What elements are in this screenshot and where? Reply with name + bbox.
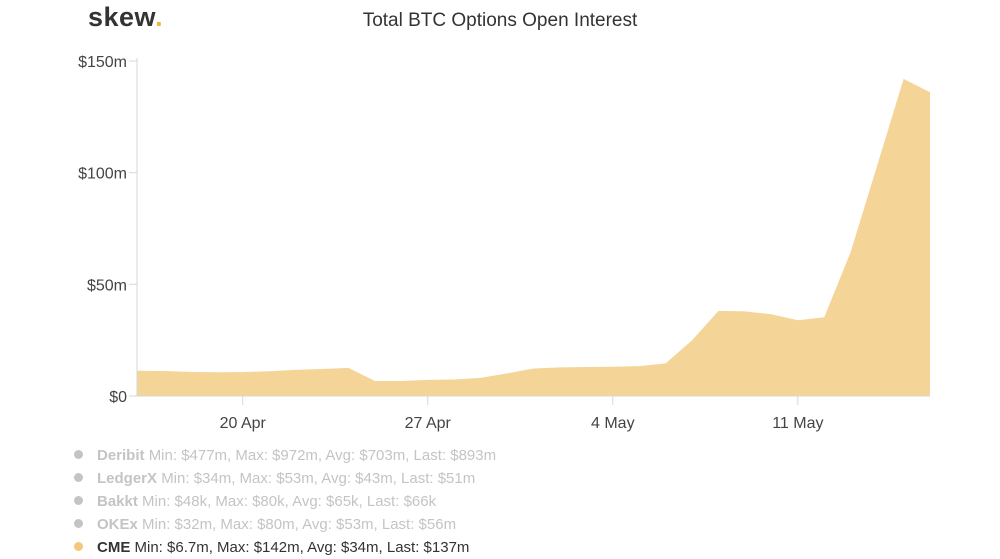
skew-logo: skew. [88, 2, 163, 33]
legend-series-stats: Min: $6.7m, Max: $142m, Avg: $34m, Last:… [134, 539, 470, 556]
y-tick-label: $100m [78, 166, 127, 183]
legend-dot-icon [74, 473, 83, 482]
legend-series-name: OKEx [97, 516, 138, 533]
y-tick-label: $50m [87, 277, 127, 294]
legend-item-deribit[interactable]: Deribit Min: $477m, Max: $972m, Avg: $70… [74, 444, 496, 467]
series-area-cme [137, 78, 930, 397]
legend-series-stats: Min: $34m, Max: $53m, Avg: $43m, Last: $… [161, 470, 476, 487]
legend-series-name: CME [97, 539, 131, 556]
x-tick-label: 4 May [591, 415, 635, 432]
legend: Deribit Min: $477m, Max: $972m, Avg: $70… [74, 444, 496, 559]
y-tick-label: $0 [109, 389, 127, 406]
legend-series-stats: Min: $477m, Max: $972m, Avg: $703m, Last… [148, 447, 497, 464]
x-axis-ticks: 20 Apr 27 Apr 4 May 11 May [220, 396, 823, 432]
legend-series-stats: Min: $48k, Max: $80k, Avg: $65k, Last: $… [142, 493, 437, 510]
legend-item-bakkt[interactable]: Bakkt Min: $48k, Max: $80k, Avg: $65k, L… [74, 490, 496, 513]
legend-item-ledgerx[interactable]: LedgerX Min: $34m, Max: $53m, Avg: $43m,… [74, 467, 496, 490]
legend-dot-icon [74, 542, 83, 551]
legend-series-stats: Min: $32m, Max: $80m, Avg: $53m, Last: $… [142, 516, 457, 533]
legend-item-cme[interactable]: CME Min: $6.7m, Max: $142m, Avg: $34m, L… [74, 536, 496, 559]
logo-text: skew [88, 2, 156, 32]
logo-dot: . [155, 2, 164, 32]
legend-dot-icon [74, 496, 83, 505]
y-axis-ticks: $0 $50m $100m $150m [78, 54, 137, 406]
x-tick-label: 20 Apr [220, 415, 267, 432]
x-tick-label: 11 May [772, 415, 823, 432]
legend-dot-icon [74, 450, 83, 459]
x-tick-label: 27 Apr [405, 415, 452, 432]
y-tick-label: $150m [78, 54, 127, 71]
legend-dot-icon [74, 519, 83, 528]
legend-series-name: LedgerX [97, 470, 158, 487]
area-layer [137, 78, 930, 397]
legend-series-name: Deribit [97, 447, 145, 464]
open-interest-chart: $0 $50m $100m $150m 20 Apr 27 Apr 4 May 11 May [78, 54, 930, 432]
chart-title: Total BTC Options Open Interest [362, 10, 638, 31]
legend-series-name: Bakkt [97, 493, 138, 510]
legend-item-okex[interactable]: OKEx Min: $32m, Max: $80m, Avg: $53m, La… [74, 513, 496, 536]
